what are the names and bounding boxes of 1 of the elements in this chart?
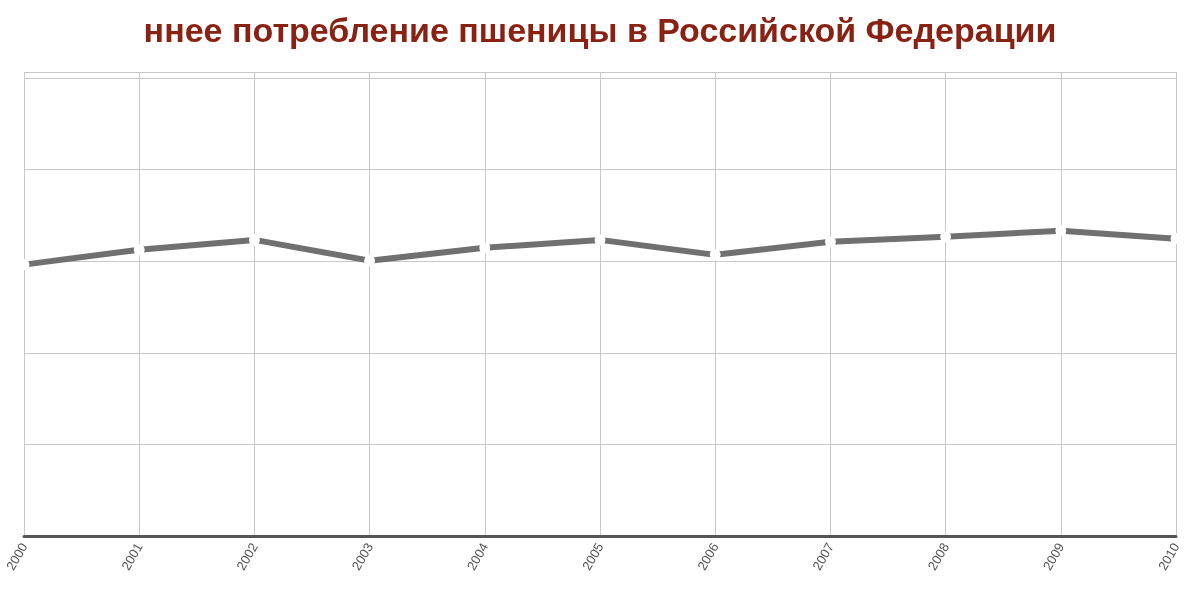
chart-title: ннее потребление пшеницы в Российской Федерации [143, 11, 1057, 49]
